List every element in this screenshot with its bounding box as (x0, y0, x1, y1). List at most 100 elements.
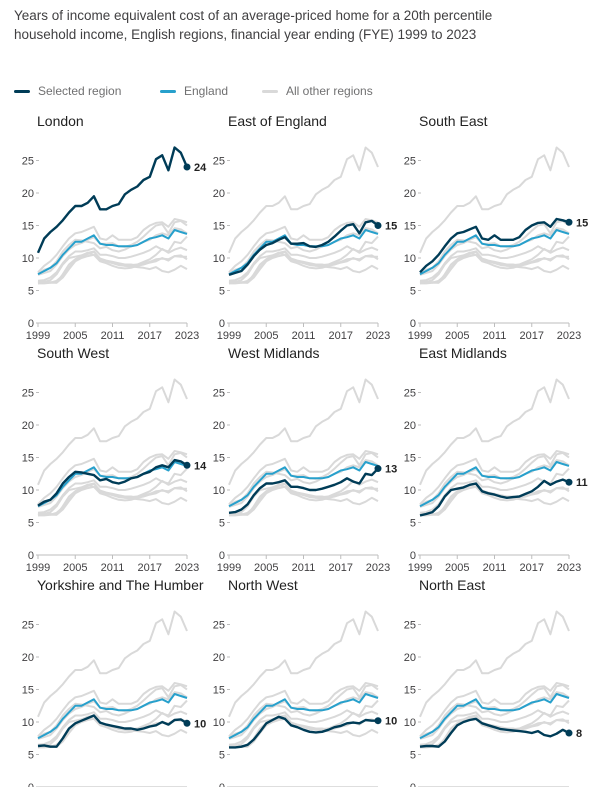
panel-north-east: North East051015202519992005201120172023… (404, 577, 582, 787)
y-tick-label: 25 (213, 156, 225, 168)
y-tick-label: 15 (22, 685, 34, 697)
y-tick-label: 15 (22, 453, 34, 465)
series-line-other-north-west (38, 251, 187, 285)
x-tick-label: 2005 (254, 330, 278, 342)
chart-title: Years of income equivalent cost of an av… (14, 8, 493, 42)
y-tick-label: 25 (22, 156, 34, 168)
x-tick-label: 2017 (520, 330, 544, 342)
y-tick-label: 20 (404, 652, 416, 664)
y-tick-label: 10 (213, 717, 225, 729)
y-tick-label: 25 (404, 156, 416, 168)
x-tick-label: 2005 (63, 562, 87, 574)
series-line-selected-north-west (229, 715, 378, 749)
y-tick-label: 25 (213, 620, 225, 632)
y-tick-label: 20 (404, 188, 416, 200)
panel-title-north-west: North West (228, 577, 298, 593)
series-line-other-london (419, 146, 570, 254)
series-line-other-south-east (37, 682, 188, 737)
x-tick-label: 2017 (329, 562, 353, 574)
series-line-england (419, 461, 570, 508)
y-tick-label: 20 (404, 420, 416, 432)
series-line-other-south-west (228, 459, 379, 507)
y-tick-label: 25 (22, 388, 34, 400)
series-line-other-london (37, 378, 188, 486)
series-line-england (228, 693, 379, 740)
series-line-other-london (228, 610, 379, 718)
series-line-selected-east-midlands (419, 478, 570, 517)
series-line-other-south-east (228, 682, 379, 737)
series-line-selected-south-east (419, 217, 570, 274)
x-tick-label: 2011 (483, 330, 507, 342)
series-line-other-south-east (37, 218, 188, 273)
x-tick-label: 2023 (175, 562, 199, 574)
series-line-other-london (228, 146, 379, 254)
x-tick-label: 2017 (138, 562, 162, 574)
y-tick-label: 5 (410, 286, 416, 298)
series-line-other-south-west (419, 691, 570, 739)
y-tick-label: 5 (28, 518, 34, 530)
series-line-other-south-west (228, 691, 379, 739)
y-tick-label: 10 (213, 253, 225, 265)
series-line-other-south-west (37, 227, 188, 275)
y-tick-label: 5 (410, 750, 416, 762)
series-line-england (419, 229, 570, 276)
end-point-london (183, 163, 191, 171)
panel-title-london: London (37, 113, 84, 129)
x-tick-label: 2017 (329, 330, 353, 342)
panel-south-west: South West 0 5 10 15 20 25 1999 2005 2011 2017 2023… (22, 345, 207, 574)
series-line-other-north-west (38, 483, 187, 517)
y-tick-label: 15 (404, 221, 416, 233)
y-tick-label: 10 (404, 253, 416, 265)
x-tick-label: 2017 (520, 562, 544, 574)
x-tick-label: 2011 (292, 562, 316, 574)
end-value-label-north-west: 10 (385, 716, 397, 728)
series-line-other-south-east (419, 682, 570, 737)
series-line-england (37, 229, 188, 276)
panel-title-west-midlands: West Midlands (228, 345, 320, 361)
series-line-other-london (37, 610, 188, 718)
end-point-yorkshire-and-the-humber (183, 719, 191, 727)
y-tick-label: 10 (22, 253, 34, 265)
legend-label-england: England (184, 84, 229, 98)
y-tick-label: 10 (213, 485, 225, 497)
end-value-label-south-west: 14 (194, 460, 207, 472)
panel-title-east-of-england: East of England (228, 113, 327, 129)
y-tick-label: 10 (22, 717, 34, 729)
series-line-other-north-west (420, 251, 569, 285)
x-tick-label: 1999 (217, 330, 241, 342)
series-line-other-north-west (420, 483, 569, 517)
legend-swatch-england (160, 90, 176, 93)
y-tick-label: 0 (219, 318, 225, 330)
x-tick-label: 1999 (26, 562, 50, 574)
y-tick-label: 5 (219, 750, 225, 762)
y-tick-label: 25 (22, 620, 34, 632)
y-tick-label: 0 (410, 782, 416, 787)
y-tick-label: 25 (404, 388, 416, 400)
series-line-selected-south-west (37, 458, 188, 507)
x-tick-label: 2005 (63, 330, 87, 342)
y-tick-label: 15 (404, 685, 416, 697)
y-tick-label: 5 (410, 518, 416, 530)
series-line-other-north-east (228, 717, 379, 748)
series-line-england (228, 461, 379, 508)
y-tick-label: 25 (213, 388, 225, 400)
y-tick-label: 25 (404, 620, 416, 632)
y-tick-label: 10 (404, 485, 416, 497)
y-tick-label: 0 (410, 550, 416, 562)
end-value-label-north-east: 8 (576, 728, 582, 740)
x-tick-label: 1999 (217, 562, 241, 574)
legend-swatch-selected-region (14, 90, 30, 93)
panel-south-east: South East 0 5 10 15 20 25 1999 2005 2011 2017 2023… (404, 113, 589, 342)
y-tick-label: 10 (22, 485, 34, 497)
x-tick-label: 2023 (557, 562, 581, 574)
panel-title-north-east: North East (419, 577, 485, 593)
y-tick-label: 20 (213, 652, 225, 664)
y-tick-label: 0 (28, 782, 34, 787)
x-tick-label: 2023 (366, 562, 390, 574)
y-tick-label: 15 (213, 453, 225, 465)
y-tick-label: 15 (22, 221, 34, 233)
y-tick-label: 20 (213, 420, 225, 432)
x-tick-label: 2005 (445, 562, 469, 574)
panel-east-of-england: East of England 0 5 10 15 20 25 1999 2005 2011 201… (213, 113, 398, 342)
x-tick-label: 2011 (101, 562, 125, 574)
